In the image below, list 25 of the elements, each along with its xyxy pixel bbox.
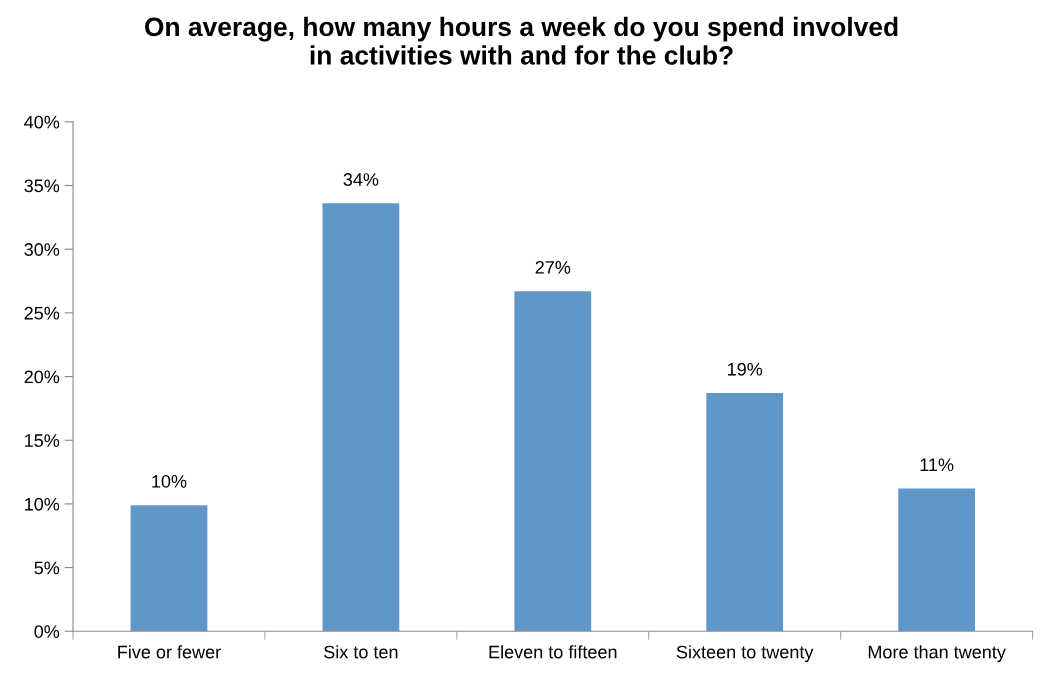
y-tick-label: 0% bbox=[34, 625, 60, 638]
y-tick-label: 30% bbox=[24, 243, 60, 256]
y-tick-label: 40% bbox=[24, 115, 60, 129]
data-label: 27% bbox=[535, 260, 571, 274]
x-tick-label: Five or fewer bbox=[118, 645, 221, 659]
x-tick-label: Sixteen to twenty bbox=[676, 645, 814, 662]
data-label: 11% bbox=[920, 458, 954, 472]
data-label: 10% bbox=[152, 474, 187, 488]
bar bbox=[898, 488, 975, 632]
bar bbox=[130, 505, 208, 632]
data-label: 34% bbox=[343, 173, 379, 186]
y-tick-label: 15% bbox=[25, 434, 60, 447]
bar bbox=[514, 291, 592, 632]
y-tick-label: 35% bbox=[24, 179, 60, 193]
bar bbox=[706, 393, 784, 632]
x-tick-label: Eleven to fifteen bbox=[489, 645, 617, 659]
data-label: 19% bbox=[728, 362, 763, 376]
x-tick-label: Six to ten bbox=[324, 645, 398, 659]
x-tick-label: More than twenty bbox=[868, 645, 1006, 662]
y-tick-label: 10% bbox=[25, 497, 60, 511]
chart-title: On average, how many hours a week do you spend involved in activities with and for the club? bbox=[145, 16, 898, 65]
y-tick-label: 5% bbox=[34, 561, 60, 575]
y-tick-label: 20% bbox=[24, 370, 60, 384]
y-tick-label: 25% bbox=[24, 306, 60, 320]
bar bbox=[322, 203, 400, 632]
